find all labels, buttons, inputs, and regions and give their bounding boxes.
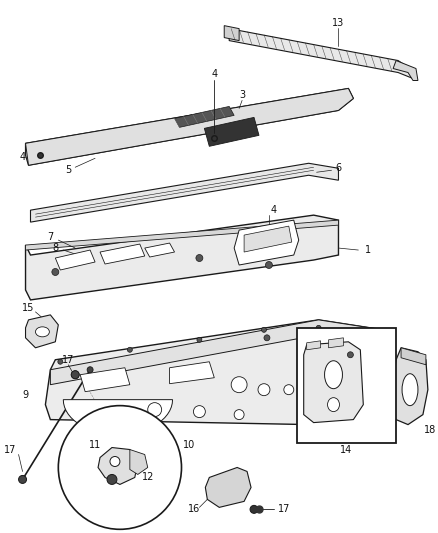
- Polygon shape: [145, 243, 175, 257]
- Polygon shape: [328, 338, 343, 348]
- Circle shape: [347, 352, 353, 358]
- Polygon shape: [393, 61, 418, 80]
- Text: 13: 13: [332, 18, 345, 28]
- Circle shape: [250, 505, 258, 513]
- Circle shape: [71, 371, 79, 379]
- Text: 10: 10: [184, 440, 196, 449]
- Polygon shape: [205, 467, 251, 507]
- Polygon shape: [100, 244, 145, 264]
- Text: 14: 14: [340, 445, 353, 455]
- Polygon shape: [390, 348, 428, 425]
- Circle shape: [52, 269, 59, 276]
- Text: 4: 4: [19, 152, 25, 162]
- Text: 17: 17: [4, 445, 17, 455]
- Text: 1: 1: [365, 245, 371, 255]
- Polygon shape: [63, 400, 173, 434]
- Text: 11: 11: [89, 440, 101, 449]
- Polygon shape: [229, 29, 413, 78]
- Circle shape: [71, 371, 79, 379]
- Circle shape: [194, 406, 205, 417]
- Text: 5: 5: [65, 165, 71, 175]
- Circle shape: [196, 255, 203, 262]
- Text: 17: 17: [278, 504, 290, 514]
- Polygon shape: [130, 449, 148, 474]
- Circle shape: [231, 377, 247, 393]
- Circle shape: [58, 406, 181, 529]
- Circle shape: [284, 385, 294, 394]
- Polygon shape: [244, 226, 292, 252]
- Circle shape: [148, 402, 162, 417]
- Text: 15: 15: [22, 303, 35, 313]
- Polygon shape: [401, 348, 426, 365]
- Polygon shape: [307, 341, 321, 350]
- Text: 9: 9: [22, 390, 28, 400]
- Text: 3: 3: [239, 91, 245, 100]
- Polygon shape: [55, 250, 95, 270]
- Polygon shape: [50, 320, 393, 385]
- Circle shape: [58, 359, 63, 364]
- Polygon shape: [25, 220, 339, 250]
- Bar: [297, 328, 396, 442]
- Text: 4: 4: [271, 205, 277, 215]
- Polygon shape: [304, 342, 363, 423]
- Polygon shape: [205, 117, 259, 147]
- Polygon shape: [25, 88, 353, 165]
- Circle shape: [18, 475, 27, 483]
- Polygon shape: [343, 360, 393, 425]
- Circle shape: [234, 410, 244, 419]
- Circle shape: [258, 384, 270, 395]
- Text: 16: 16: [188, 504, 201, 514]
- Polygon shape: [318, 350, 373, 394]
- Polygon shape: [31, 163, 339, 222]
- Polygon shape: [46, 320, 393, 425]
- Ellipse shape: [325, 361, 343, 389]
- Circle shape: [127, 348, 132, 352]
- Ellipse shape: [35, 327, 49, 337]
- Text: 4: 4: [211, 69, 217, 78]
- Polygon shape: [80, 368, 130, 392]
- Polygon shape: [175, 107, 234, 127]
- Polygon shape: [98, 448, 138, 484]
- Circle shape: [87, 367, 93, 373]
- Ellipse shape: [328, 398, 339, 411]
- Circle shape: [265, 262, 272, 269]
- Text: 12: 12: [141, 472, 154, 482]
- Text: 17: 17: [62, 355, 74, 365]
- Circle shape: [261, 327, 266, 333]
- Circle shape: [107, 474, 117, 484]
- Text: 8: 8: [52, 243, 58, 253]
- Circle shape: [264, 335, 270, 341]
- Circle shape: [305, 391, 313, 399]
- Ellipse shape: [402, 374, 418, 406]
- Polygon shape: [324, 394, 372, 415]
- Text: 18: 18: [424, 425, 436, 434]
- Polygon shape: [234, 220, 299, 265]
- Circle shape: [110, 456, 120, 466]
- Polygon shape: [170, 362, 214, 384]
- Text: 7: 7: [47, 232, 53, 242]
- Circle shape: [316, 325, 321, 330]
- Text: 6: 6: [336, 163, 342, 173]
- Circle shape: [197, 337, 202, 342]
- Polygon shape: [25, 88, 353, 165]
- Polygon shape: [25, 315, 58, 348]
- Polygon shape: [224, 26, 239, 41]
- Polygon shape: [25, 215, 339, 300]
